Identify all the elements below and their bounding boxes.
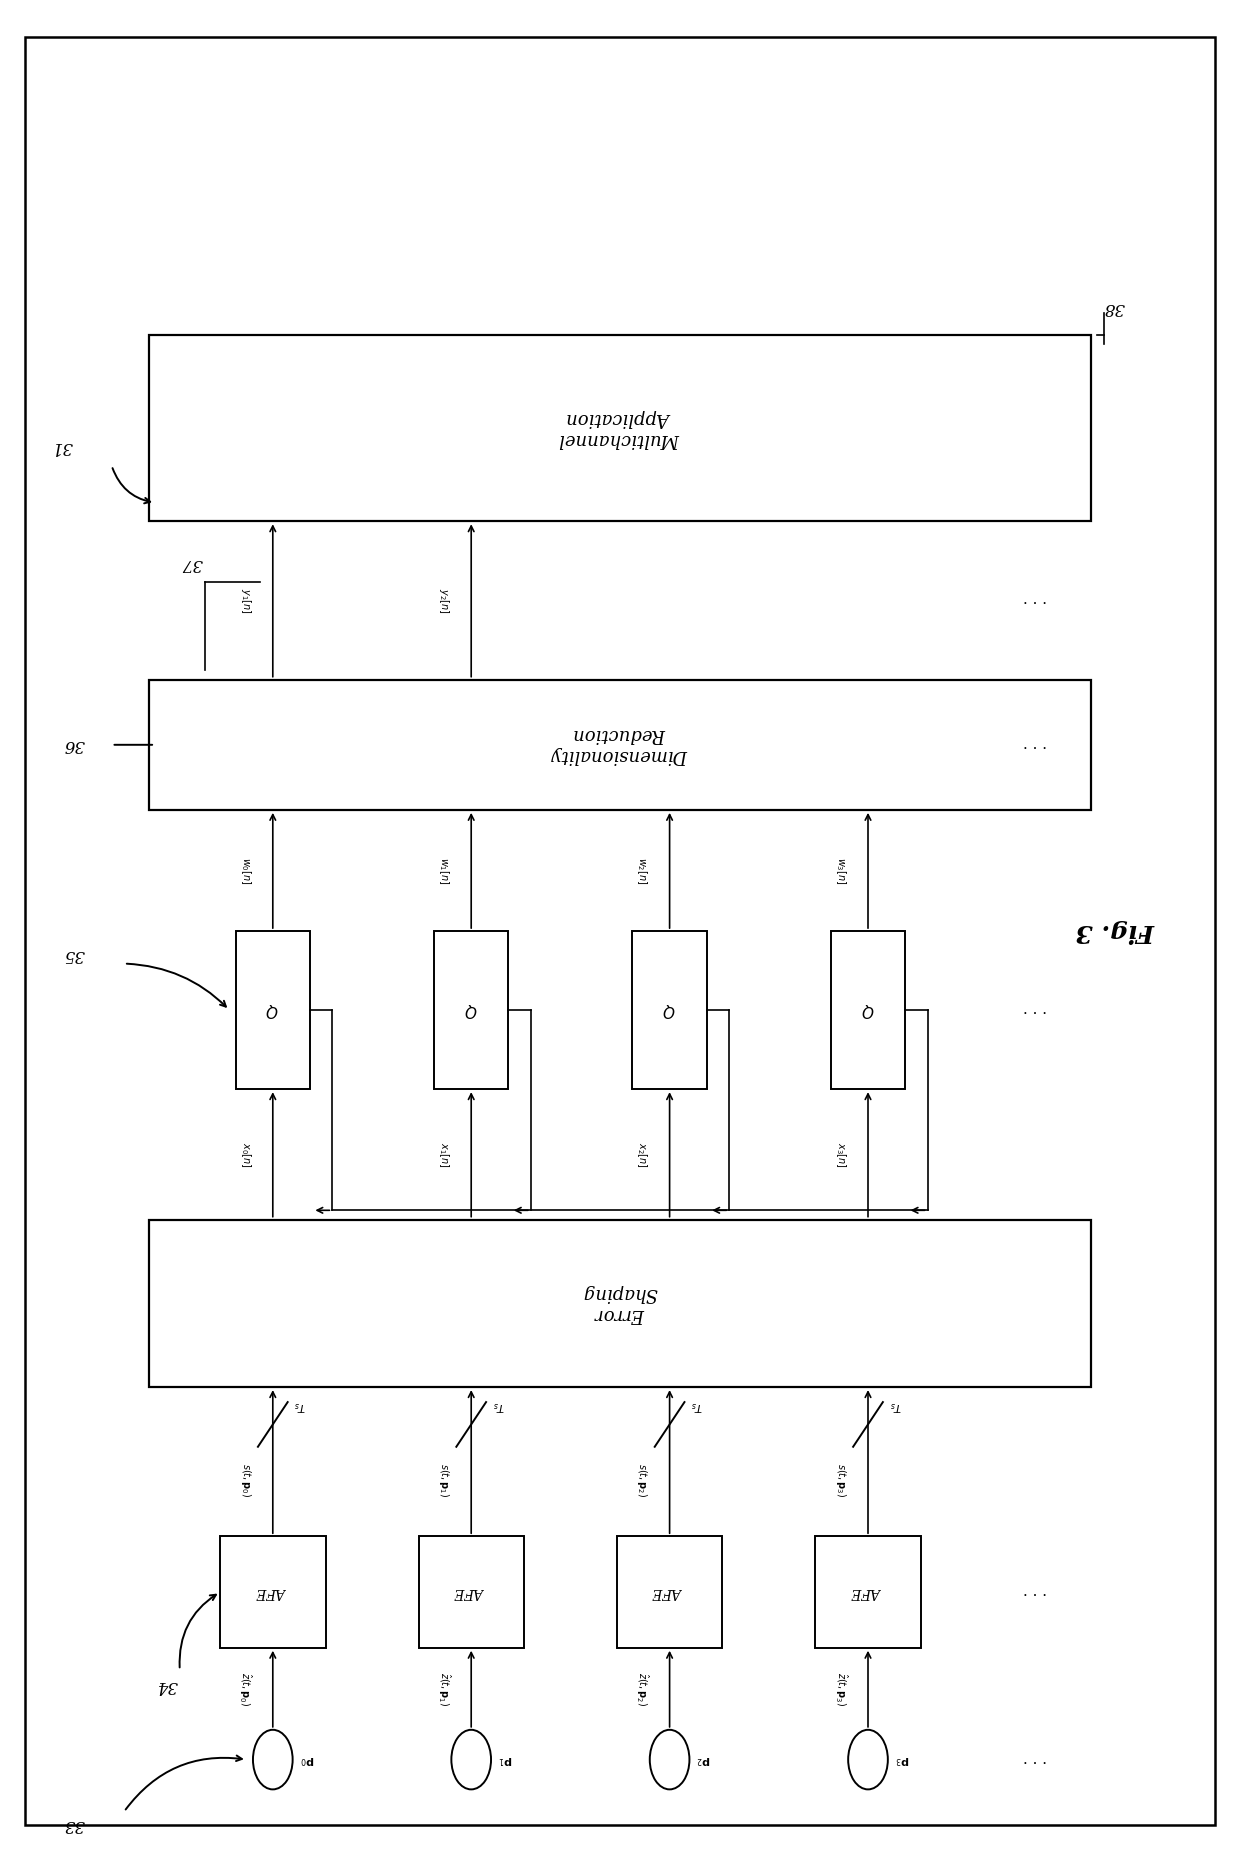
Text: $x_1[n]$: $x_1[n]$: [436, 1141, 451, 1167]
Text: $y_1[n]$: $y_1[n]$: [238, 588, 253, 613]
Text: $\hat{z}(t,\mathbf{p}_1)$: $\hat{z}(t,\mathbf{p}_1)$: [435, 1672, 453, 1706]
Text: $w_3[n]$: $w_3[n]$: [833, 857, 848, 884]
Text: 35: 35: [63, 946, 86, 963]
Text: Multichannel
Application: Multichannel Application: [559, 410, 681, 447]
Text: $Q$: $Q$: [465, 1002, 477, 1019]
Circle shape: [848, 1730, 888, 1789]
Bar: [618, 1536, 722, 1648]
Text: . . .: . . .: [1023, 1585, 1048, 1599]
Text: 38: 38: [1104, 298, 1125, 317]
Text: . . .: . . .: [1023, 1004, 1048, 1017]
Text: . . .: . . .: [1023, 737, 1048, 752]
Text: $\mathbf{p}_3$: $\mathbf{p}_3$: [895, 1754, 910, 1765]
Text: $Q$: $Q$: [267, 1002, 279, 1019]
Text: $y_2[n]$: $y_2[n]$: [436, 588, 451, 613]
Bar: [816, 1536, 920, 1648]
Text: AFE: AFE: [853, 1585, 883, 1599]
Text: $\mathbf{p}_0$: $\mathbf{p}_0$: [300, 1754, 315, 1765]
Text: AFE: AFE: [655, 1585, 684, 1599]
Text: $w_1[n]$: $w_1[n]$: [436, 857, 451, 884]
Text: Dimensionality
Reduction: Dimensionality Reduction: [552, 726, 688, 763]
Text: 37: 37: [181, 555, 203, 572]
Bar: [221, 1536, 325, 1648]
Text: $w_2[n]$: $w_2[n]$: [635, 857, 650, 884]
Text: . . .: . . .: [1023, 1752, 1048, 1767]
Bar: [831, 931, 905, 1089]
Text: $\mathbf{p}_1$: $\mathbf{p}_1$: [498, 1754, 513, 1765]
Text: $Q$: $Q$: [862, 1002, 874, 1019]
Text: 36: 36: [63, 735, 86, 754]
Bar: [632, 931, 707, 1089]
Bar: [149, 335, 1091, 521]
Text: Error
Shaping: Error Shaping: [583, 1285, 657, 1322]
Bar: [149, 1220, 1091, 1387]
Text: $s(t,\mathbf{p}_0)$: $s(t,\mathbf{p}_0)$: [238, 1464, 253, 1497]
Text: AFE: AFE: [258, 1585, 288, 1599]
Text: $x_0[n]$: $x_0[n]$: [238, 1141, 253, 1167]
Text: $x_2[n]$: $x_2[n]$: [635, 1141, 650, 1167]
Bar: [419, 1536, 523, 1648]
Text: AFE: AFE: [456, 1585, 486, 1599]
Text: $w_0[n]$: $w_0[n]$: [238, 857, 253, 884]
Circle shape: [650, 1730, 689, 1789]
Circle shape: [253, 1730, 293, 1789]
Text: 33: 33: [63, 1815, 86, 1834]
Text: $T_s$: $T_s$: [889, 1398, 901, 1413]
Text: $s(t,\mathbf{p}_3)$: $s(t,\mathbf{p}_3)$: [833, 1464, 848, 1497]
Bar: [236, 931, 310, 1089]
Text: $T_s$: $T_s$: [691, 1398, 703, 1413]
Text: $T_s$: $T_s$: [294, 1398, 306, 1413]
Text: $\hat{z}(t,\mathbf{p}_3)$: $\hat{z}(t,\mathbf{p}_3)$: [832, 1672, 849, 1706]
Text: 34: 34: [156, 1676, 179, 1694]
Text: $s(t,\mathbf{p}_2)$: $s(t,\mathbf{p}_2)$: [635, 1464, 650, 1497]
Text: $Q$: $Q$: [663, 1002, 676, 1019]
Text: Fig. 3: Fig. 3: [1076, 920, 1156, 942]
Text: $\mathbf{p}_2$: $\mathbf{p}_2$: [697, 1754, 712, 1765]
Bar: [434, 931, 508, 1089]
Text: $s(t,\mathbf{p}_1)$: $s(t,\mathbf{p}_1)$: [436, 1464, 451, 1497]
Text: $\hat{z}(t,\mathbf{p}_0)$: $\hat{z}(t,\mathbf{p}_0)$: [237, 1672, 254, 1706]
Text: 31: 31: [51, 438, 73, 456]
Circle shape: [451, 1730, 491, 1789]
Text: . . .: . . .: [1023, 594, 1048, 607]
Text: $T_s$: $T_s$: [492, 1398, 505, 1413]
Text: $\hat{z}(t,\mathbf{p}_2)$: $\hat{z}(t,\mathbf{p}_2)$: [634, 1672, 651, 1706]
Text: $x_3[n]$: $x_3[n]$: [833, 1141, 848, 1167]
Bar: [149, 680, 1091, 810]
